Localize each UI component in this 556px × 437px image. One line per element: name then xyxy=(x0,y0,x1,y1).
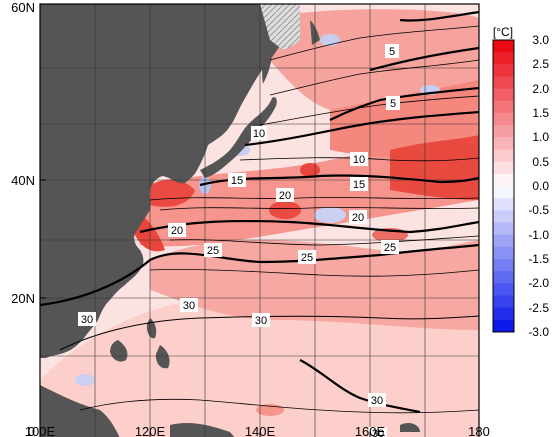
colorbar-label: 0.0 xyxy=(532,179,549,193)
colorbar-cell xyxy=(493,125,514,138)
colorbar-label: -2.5 xyxy=(528,301,549,315)
svg-text:5: 5 xyxy=(390,98,396,110)
svg-text:20: 20 xyxy=(171,225,183,237)
gridlines xyxy=(40,4,479,437)
svg-text:30: 30 xyxy=(183,300,195,312)
colorbar-cell xyxy=(493,319,514,333)
colorbar-cell xyxy=(493,100,514,114)
contour-label: 15 xyxy=(350,177,368,191)
contour-label: 30 xyxy=(252,313,270,327)
colorbar-cell xyxy=(493,210,514,223)
colorbar-cell xyxy=(493,271,514,284)
contour-label: 30 xyxy=(78,312,96,326)
colorbar-cell xyxy=(493,76,514,90)
x-tick-label: 120E xyxy=(135,424,166,437)
contour-label: 25 xyxy=(298,250,316,264)
x-tick-label: 180 xyxy=(468,424,490,437)
colorbar-label: 0.5 xyxy=(532,155,549,169)
x-tick-label: 160E xyxy=(355,424,386,437)
x-tick-label: 100E xyxy=(25,424,56,437)
contour-label: 10 xyxy=(251,126,267,140)
colorbar-cell xyxy=(493,307,514,321)
x-axis-labels: 100E 120E 140E 160E 180 xyxy=(25,424,490,437)
svg-text:25: 25 xyxy=(207,245,219,257)
y-axis-labels: 0 20N 40N 60N xyxy=(11,0,35,437)
colorbar-cell xyxy=(493,161,514,175)
colorbar-cell xyxy=(493,186,514,199)
colorbar-cell xyxy=(493,137,514,150)
colorbar-cells xyxy=(493,40,514,333)
colorbar-unit: [°C] xyxy=(493,25,513,39)
colorbar-cell xyxy=(493,40,514,53)
sea-ice-hatch xyxy=(260,4,300,50)
colorbar-frame xyxy=(492,39,515,333)
contour-label: 25 xyxy=(204,243,222,257)
colorbar-label: -1.5 xyxy=(528,252,549,266)
y-tick-label: 40N xyxy=(11,173,35,188)
contour-label: 25 xyxy=(381,240,399,254)
svg-text:10: 10 xyxy=(253,128,265,140)
x-tick-label: 140E xyxy=(245,424,276,437)
colorbar-cell xyxy=(493,246,514,260)
svg-text:30: 30 xyxy=(372,428,384,437)
axis-ticks xyxy=(39,3,480,437)
contour-label: 30 xyxy=(369,427,387,437)
colorbar-label: 1.0 xyxy=(532,130,549,144)
colorbar-label: 3.0 xyxy=(532,33,549,47)
svg-text:20: 20 xyxy=(279,190,291,202)
y-tick-label: 60N xyxy=(11,0,35,15)
contour-label: 30 xyxy=(368,393,386,407)
contour-label: 5 xyxy=(385,44,399,58)
colorbar-cell xyxy=(493,234,514,248)
svg-text:15: 15 xyxy=(353,179,365,191)
svg-text:15: 15 xyxy=(231,175,243,187)
colorbar-label: -0.5 xyxy=(528,203,549,217)
svg-text:25: 25 xyxy=(384,242,396,254)
svg-text:10: 10 xyxy=(353,154,365,166)
svg-text:5: 5 xyxy=(389,46,395,58)
contour-label: 5 xyxy=(386,96,400,110)
colorbar-label: -1.0 xyxy=(528,228,549,242)
colorbar-cell xyxy=(493,259,514,272)
svg-text:30: 30 xyxy=(255,315,267,327)
colorbar-label: 2.5 xyxy=(532,57,549,71)
svg-text:20: 20 xyxy=(352,212,364,224)
y-tick-label: 0 xyxy=(28,424,35,437)
colorbar-cell xyxy=(493,173,514,187)
contour-label: 20 xyxy=(349,210,367,224)
colorbar-cell xyxy=(493,283,514,296)
colorbar-cell xyxy=(493,149,514,163)
svg-text:30: 30 xyxy=(371,395,383,407)
colorbar-label: 1.5 xyxy=(532,106,549,120)
svg-text:25: 25 xyxy=(301,252,313,264)
contour-label: 10 xyxy=(350,152,368,166)
colorbar-cell xyxy=(493,52,514,65)
contour-label: 15 xyxy=(228,173,246,187)
colorbar-labels: 3.0 2.5 2.0 1.5 1.0 0.5 0.0 -0.5 -1.0 -1… xyxy=(528,33,549,339)
svg-text:30: 30 xyxy=(81,314,93,326)
contour-label: 30 xyxy=(180,298,198,312)
colorbar-cell xyxy=(493,295,514,309)
contour-labels: 5 5 10 10 15 15 20 20 xyxy=(78,44,400,437)
temperature-contours xyxy=(39,10,480,414)
colorbar-cell xyxy=(493,222,514,236)
colorbar-cell xyxy=(493,113,514,126)
colorbar-label: -3.0 xyxy=(528,325,549,339)
contour-label: 20 xyxy=(276,188,294,202)
plot-frame xyxy=(39,3,480,437)
colorbar-cell xyxy=(493,198,514,211)
colorbar-label: -2.0 xyxy=(528,276,549,290)
y-tick-label: 20N xyxy=(11,291,35,306)
colorbar: [°C] 3.0 2.5 2.0 1.5 1.0 0.5 0.0 -0.5 -1… xyxy=(492,25,549,339)
colorbar-cell xyxy=(493,64,514,77)
colorbar-label: 2.0 xyxy=(532,82,549,96)
colorbar-cell xyxy=(493,88,514,102)
contour-label: 20 xyxy=(168,223,186,237)
